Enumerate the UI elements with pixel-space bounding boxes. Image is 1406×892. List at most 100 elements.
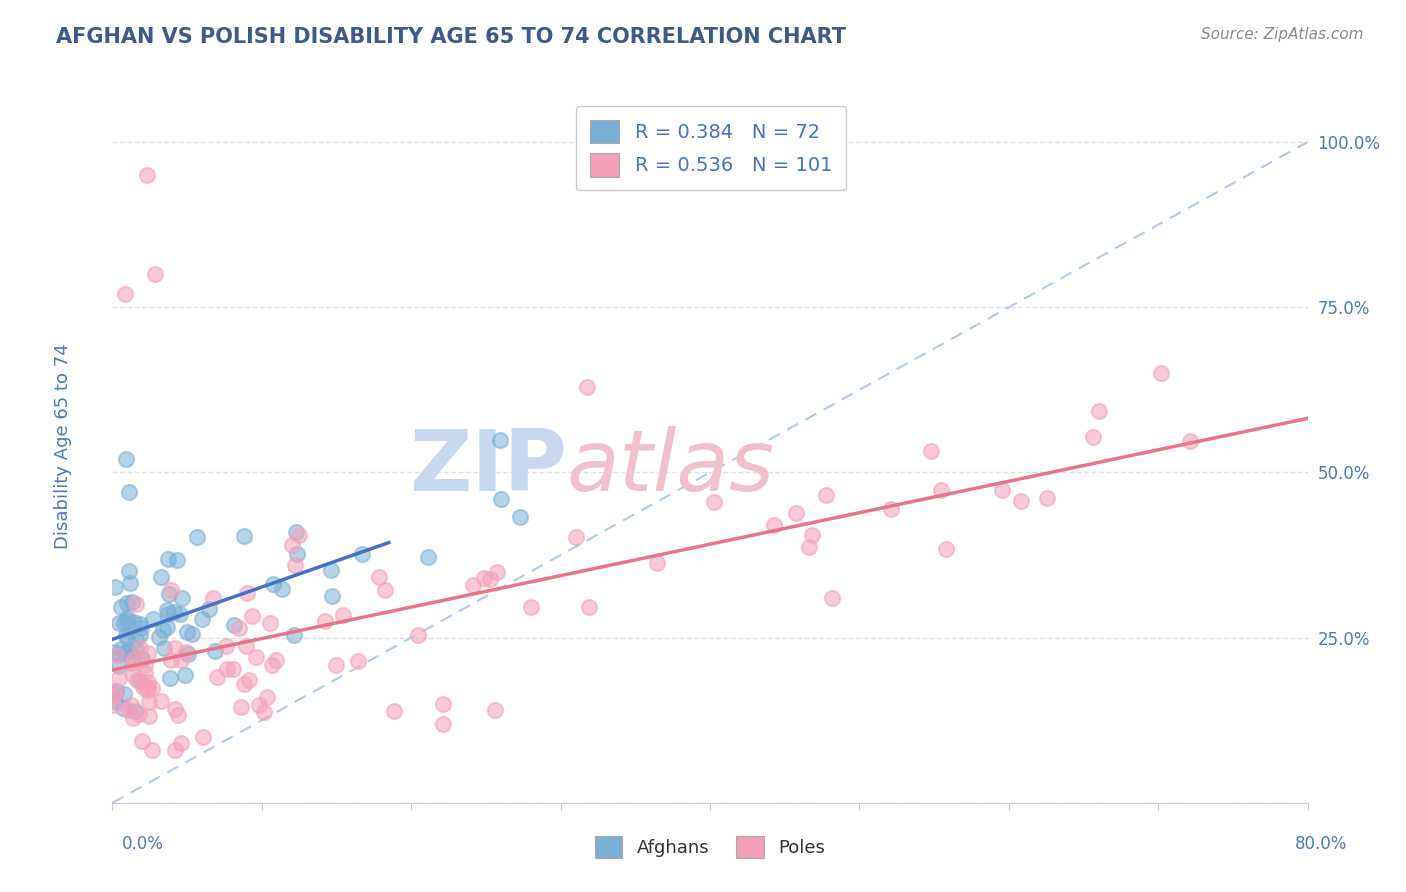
Point: [125, 643, 148, 657]
Point: [929, 483, 952, 498]
Point: [382, 704, 405, 718]
Point: [134, 658, 156, 673]
Point: [520, 599, 543, 614]
Point: [478, 572, 501, 586]
Point: [115, 614, 138, 628]
Point: [129, 617, 152, 632]
Point: [115, 596, 138, 610]
Point: [565, 530, 588, 544]
Point: [141, 681, 163, 695]
Point: [880, 502, 903, 516]
Point: [432, 697, 454, 711]
Point: [108, 616, 131, 631]
Point: [177, 647, 200, 661]
Point: [162, 605, 184, 619]
Point: [112, 615, 135, 630]
Point: [576, 379, 599, 393]
Point: [117, 485, 139, 500]
Point: [253, 705, 276, 719]
Point: [703, 495, 725, 509]
Point: [150, 569, 173, 583]
Point: [112, 701, 135, 715]
Point: [489, 434, 512, 448]
Point: [418, 550, 440, 565]
Point: [156, 552, 179, 566]
Point: [800, 527, 823, 541]
Point: [125, 673, 148, 688]
Point: [104, 648, 127, 662]
Point: [990, 483, 1012, 498]
Point: [149, 694, 172, 708]
Point: [247, 698, 270, 713]
Point: [432, 716, 454, 731]
Point: [221, 662, 243, 676]
Point: [346, 653, 368, 667]
Point: [125, 597, 148, 611]
Text: 0.0%: 0.0%: [122, 835, 165, 853]
Point: [107, 659, 129, 673]
Point: [486, 565, 509, 579]
Point: [128, 628, 150, 642]
Point: [163, 743, 186, 757]
Point: [193, 730, 215, 744]
Point: [332, 608, 354, 623]
Point: [815, 488, 838, 502]
Point: [256, 690, 278, 705]
Point: [238, 673, 260, 687]
Point: [207, 670, 229, 684]
Point: [125, 633, 148, 648]
Point: [174, 645, 197, 659]
Point: [108, 647, 131, 661]
Point: [229, 699, 252, 714]
Point: [110, 600, 132, 615]
Point: [122, 711, 145, 725]
Point: [138, 646, 160, 660]
Point: [461, 578, 484, 592]
Point: [191, 612, 214, 626]
Point: [148, 630, 170, 644]
Point: [284, 524, 307, 539]
Point: [131, 734, 153, 748]
Point: [128, 674, 150, 689]
Point: [170, 653, 193, 667]
Point: [121, 594, 143, 608]
Point: [821, 591, 844, 605]
Point: [181, 627, 204, 641]
Point: [117, 611, 139, 625]
Point: [281, 538, 304, 552]
Point: [232, 529, 254, 543]
Point: [314, 614, 336, 628]
Point: [472, 570, 495, 584]
Point: [1010, 494, 1032, 508]
Point: [204, 644, 226, 658]
Point: [264, 653, 287, 667]
Point: [368, 570, 391, 584]
Point: [120, 698, 142, 712]
Text: atlas: atlas: [567, 425, 775, 509]
Point: [159, 583, 181, 598]
Point: [288, 528, 311, 542]
Text: ZIP: ZIP: [409, 425, 567, 509]
Point: [138, 695, 160, 709]
Point: [235, 639, 257, 653]
Point: [201, 591, 224, 606]
Point: [108, 671, 131, 685]
Point: [240, 609, 263, 624]
Point: [491, 492, 513, 507]
Point: [287, 547, 309, 561]
Point: [138, 709, 160, 723]
Point: [484, 702, 506, 716]
Point: [166, 553, 188, 567]
Point: [509, 509, 531, 524]
Point: [120, 575, 142, 590]
Point: [159, 671, 181, 685]
Point: [136, 681, 159, 696]
Point: [114, 287, 136, 301]
Point: [103, 687, 125, 701]
Point: [112, 687, 135, 701]
Point: [321, 590, 343, 604]
Point: [645, 556, 668, 570]
Point: [170, 591, 193, 605]
Point: [105, 683, 128, 698]
Point: [222, 618, 245, 632]
